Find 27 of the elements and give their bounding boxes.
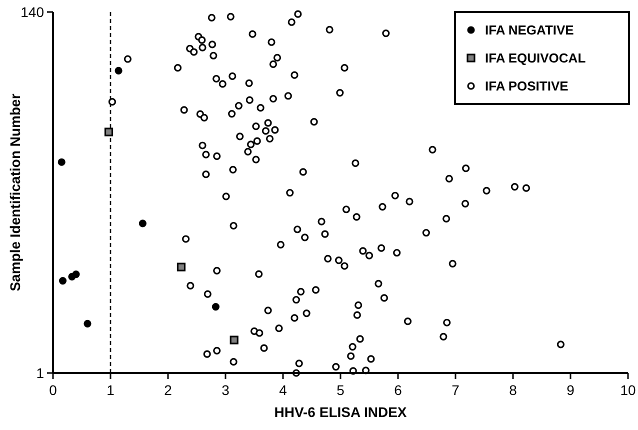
point [114, 66, 122, 74]
point [72, 270, 80, 278]
x-tick-label: 2 [164, 382, 172, 398]
x-tick-label: 5 [336, 382, 345, 398]
x-tick-label: 7 [452, 382, 460, 398]
point [230, 336, 238, 344]
x-axis-title: HHV-6 ELISA INDEX [274, 404, 408, 420]
point [58, 277, 67, 285]
x-tick-label: 3 [222, 382, 230, 398]
legend-label: IFA POSITIVE [485, 78, 569, 94]
x-tick-label: 10 [620, 382, 636, 398]
point [138, 220, 146, 228]
y-axis-title: Sample Identification Number [7, 93, 23, 292]
legend-label: IFA NEGATIVE [485, 22, 574, 38]
point [104, 128, 114, 136]
y-tick-label: 140 [20, 4, 44, 20]
point [84, 320, 92, 328]
point [176, 262, 186, 272]
legend-label: IFA EQUIVOCAL [485, 50, 586, 66]
x-tick-label: 0 [49, 382, 58, 398]
point [58, 158, 66, 166]
point [212, 302, 220, 311]
x-tick-label: 9 [566, 382, 575, 398]
x-tick-label: 1 [106, 382, 115, 398]
x-tick-label: 8 [509, 382, 518, 398]
x-tick-label: 4 [279, 382, 288, 398]
x-tick-label: 6 [394, 382, 402, 398]
